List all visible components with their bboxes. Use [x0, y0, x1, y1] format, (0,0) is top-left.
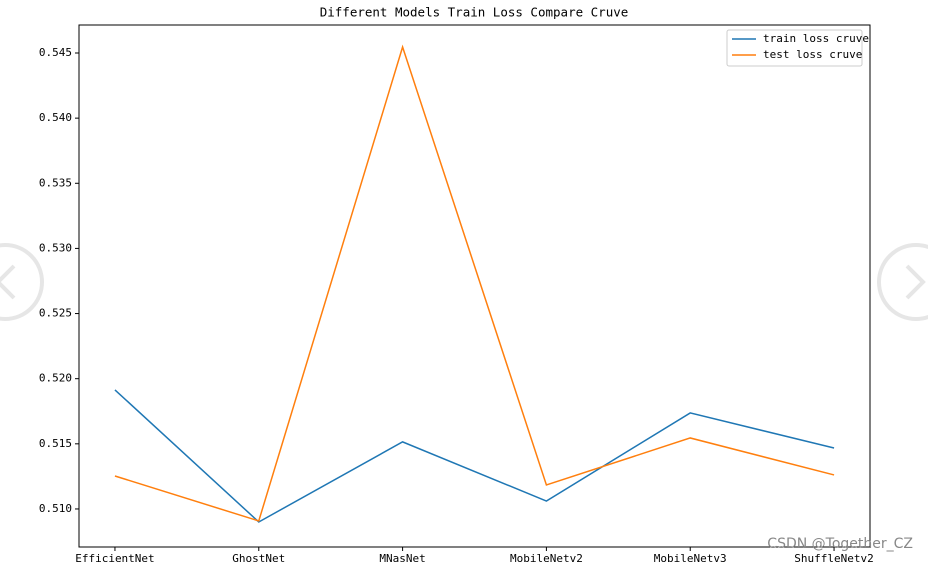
y-tick-label: 0.540: [39, 111, 72, 124]
chart-title: Different Models Train Loss Compare Cruv…: [320, 5, 629, 20]
y-tick-label: 0.510: [39, 502, 72, 515]
line-series: [114, 389, 835, 523]
x-tick-label: MobileNetv2: [510, 552, 583, 562]
y-tick-label: 0.515: [39, 437, 72, 450]
legend-label: train loss cruve: [763, 32, 869, 45]
y-tick-label: 0.530: [39, 241, 72, 254]
nav-prev[interactable]: [0, 243, 44, 321]
y-tick-label: 0.545: [39, 46, 72, 59]
x-tick-label: EfficientNet: [75, 552, 154, 562]
plot-frame: [78, 24, 871, 548]
x-tick-label: GhostNet: [232, 552, 285, 562]
y-tick-label: 0.525: [39, 307, 72, 320]
x-tick-label: MobileNetv3: [654, 552, 727, 562]
watermark: CSDN @Together_CZ: [767, 536, 913, 552]
nav-next[interactable]: [877, 243, 928, 321]
y-tick-label: 0.520: [39, 372, 72, 385]
y-tick-label: 0.535: [39, 176, 72, 189]
legend-label: test loss cruve: [763, 48, 862, 61]
line-series: [114, 44, 835, 522]
x-tick-label: ShuffleNetv2: [794, 552, 873, 562]
legend-box: [726, 29, 863, 67]
x-tick-label: MNasNet: [379, 552, 425, 562]
